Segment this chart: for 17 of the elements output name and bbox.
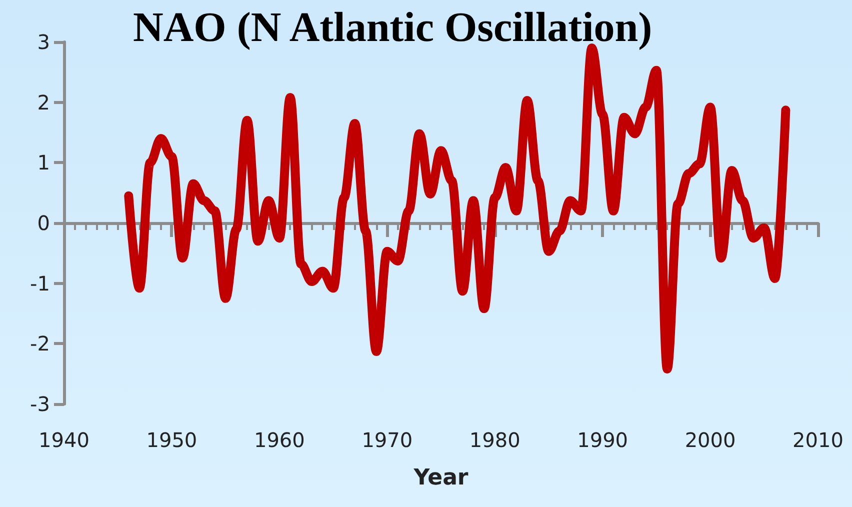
y-tick-label: 3: [37, 30, 50, 54]
y-tick-label: 2: [37, 90, 50, 114]
x-tick-label: 1960: [254, 428, 305, 452]
x-tick-label: 1980: [469, 428, 520, 452]
x-tick-label: 2000: [684, 428, 736, 452]
x-axis-title: Year: [412, 466, 468, 490]
y-tick-label: 1: [37, 150, 50, 175]
y-tick-label: -2: [30, 332, 50, 356]
y-tick-label: 0: [37, 211, 50, 235]
chart-title: NAO (N Atlantic Oscillation): [133, 5, 652, 51]
x-tick-label: 1950: [146, 428, 198, 452]
x-tick-label: 1990: [577, 428, 628, 452]
x-tick-label: 1940: [38, 428, 90, 452]
x-tick-label: 1970: [362, 428, 413, 452]
y-tick-label: -3: [30, 392, 50, 416]
y-tick-label: -1: [30, 271, 50, 296]
x-tick-label: 2010: [792, 428, 844, 452]
